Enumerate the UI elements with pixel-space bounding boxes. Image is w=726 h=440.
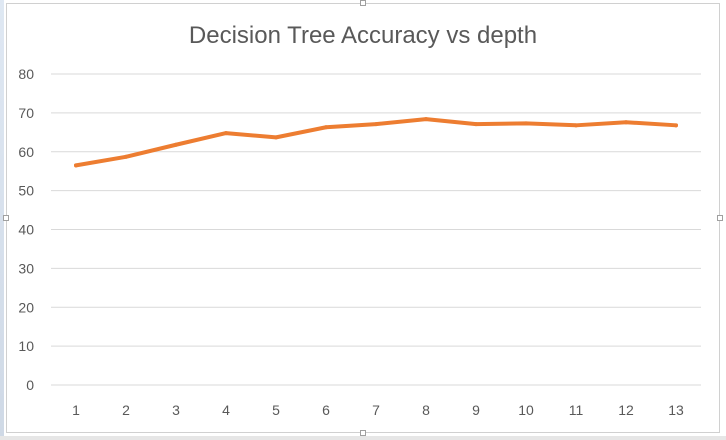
- x-tick-label: 2: [122, 402, 130, 418]
- series-layer: [74, 117, 678, 168]
- data-point: [524, 121, 528, 126]
- data-point: [424, 117, 428, 122]
- resize-handle-top[interactable]: [360, 0, 366, 6]
- data-point: [624, 120, 628, 125]
- y-tick-label: 10: [18, 338, 34, 354]
- data-point: [324, 125, 328, 130]
- x-tick-label: 1: [72, 402, 80, 418]
- x-tick-label: 12: [618, 402, 634, 418]
- data-point: [474, 122, 478, 127]
- y-axis-tick-labels: 0 10 20 30 40 50 60 70 80: [18, 66, 34, 393]
- x-tick-label: 6: [322, 402, 330, 418]
- x-tick-label: 13: [668, 402, 684, 418]
- x-axis-tick-labels: 1 2 3 4 5 6 7 8 9 10 11 12 13: [72, 402, 684, 418]
- data-point: [224, 131, 228, 136]
- data-point: [374, 122, 378, 127]
- data-point: [174, 142, 178, 147]
- x-tick-label: 5: [272, 402, 280, 418]
- data-point: [124, 154, 128, 159]
- resize-handle-left[interactable]: [3, 215, 9, 221]
- y-tick-label: 80: [18, 66, 34, 82]
- data-point: [574, 123, 578, 128]
- y-tick-label: 0: [26, 377, 34, 393]
- y-tick-label: 40: [18, 222, 34, 238]
- x-tick-label: 7: [372, 402, 380, 418]
- x-tick-label: 11: [569, 402, 584, 418]
- data-point: [274, 135, 278, 140]
- data-point: [674, 123, 678, 128]
- x-tick-label: 8: [422, 402, 430, 418]
- gridlines: [51, 73, 701, 386]
- chart-title: Decision Tree Accuracy vs depth: [189, 22, 537, 49]
- sheet-edge-bottom: [0, 436, 726, 440]
- y-tick-label: 30: [18, 260, 34, 276]
- sheet-edge: [0, 0, 4, 440]
- x-tick-label: 10: [518, 402, 534, 418]
- y-tick-label: 50: [18, 183, 34, 199]
- x-tick-label: 4: [222, 402, 230, 418]
- y-tick-label: 60: [18, 144, 34, 160]
- y-tick-label: 70: [18, 105, 34, 121]
- x-tick-label: 9: [472, 402, 480, 418]
- resize-handle-right[interactable]: [717, 215, 723, 221]
- resize-handle-bottom[interactable]: [360, 430, 366, 436]
- x-tick-label: 3: [172, 402, 180, 418]
- y-tick-label: 20: [18, 299, 34, 315]
- chart-frame[interactable]: [6, 3, 720, 433]
- data-point: [74, 163, 78, 168]
